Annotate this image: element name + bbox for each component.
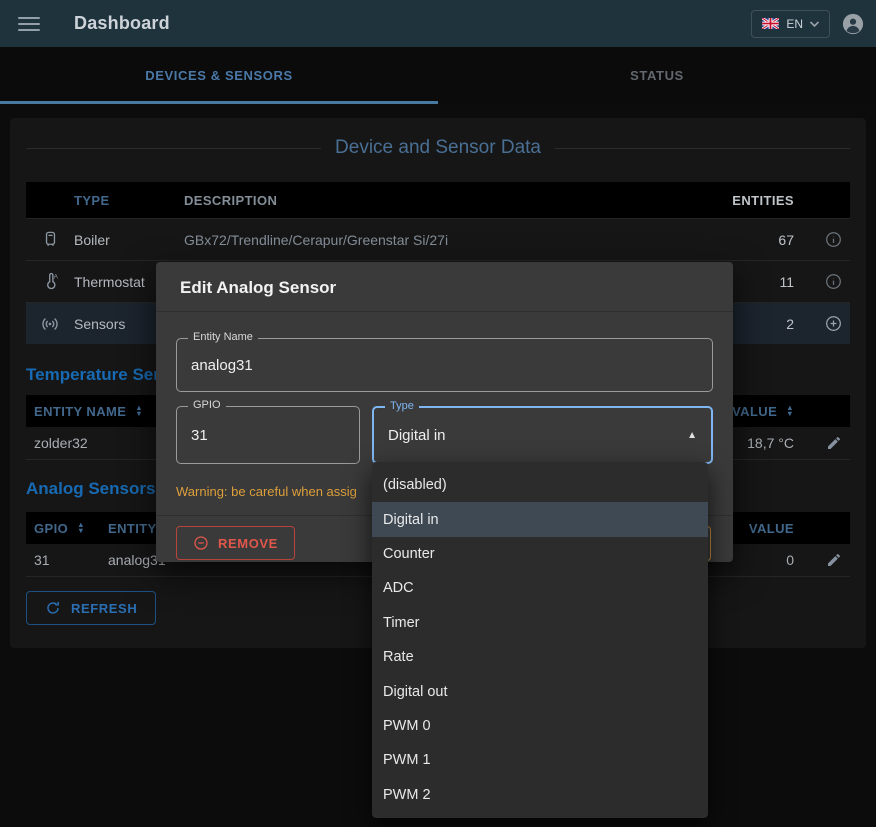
sensor-value: 18,7 °C [747,435,794,451]
warning-text: Warning: be careful when assig [176,484,357,499]
col-entities-header: ENTITIES [732,192,794,208]
gpio-field[interactable]: GPIO 31 [176,399,360,464]
uk-flag-icon [762,18,780,29]
sensor-value: 0 [786,552,794,568]
gpio-label: GPIO [188,399,226,411]
remove-button[interactable]: REMOVE [176,526,295,560]
type-label: Type [385,400,419,412]
sensors-icon [26,314,74,334]
option-pwm-0[interactable]: PWM 0 [383,717,431,734]
device-entities: 67 [778,231,794,248]
user-avatar-icon[interactable] [842,13,864,35]
entity-name-field[interactable]: Entity Name analog31 [176,331,713,392]
option-disabled[interactable]: (disabled) [383,477,447,494]
page-title: Dashboard [74,13,170,33]
device-type: Sensors [74,315,126,332]
refresh-label: REFRESH [71,600,138,616]
svg-text:A: A [53,273,58,280]
chevron-down-icon [810,20,819,27]
col-description-header: DESCRIPTION [184,192,278,208]
tab-bar: DEVICES & SENSORS STATUS [0,47,876,104]
device-description: GBx72/Trendline/Cerapur/Greenstar Si/27i [184,231,449,248]
sort-icon[interactable]: ▲ ▼ [77,519,85,535]
tab-status[interactable]: STATUS [630,68,684,83]
thermostat-icon: A [26,272,74,291]
sort-icon[interactable]: ▲ ▼ [786,402,794,418]
app-bar: Dashboard EN [0,0,876,47]
language-selector[interactable]: EN [751,9,830,38]
info-icon[interactable] [794,273,850,290]
col-type-header: TYPE [74,192,110,208]
option-digital-out[interactable]: Digital out [383,683,448,700]
language-label: EN [786,16,803,31]
info-icon[interactable] [794,231,850,248]
device-entities: 2 [786,315,794,332]
col-value-header: VALUE [732,403,778,419]
device-type: Thermostat [74,273,145,290]
type-value: Digital in [388,426,446,444]
table-row-boiler[interactable]: Boiler GBx72/Trendline/Cerapur/Greenstar… [26,218,850,260]
option-timer[interactable]: Timer [383,614,420,631]
gpio-value: 31 [191,426,208,444]
col-entity-name-header: ENTITY NAME [34,403,127,419]
refresh-icon [45,600,61,616]
type-select[interactable]: Type Digital in ▲ [372,400,713,464]
option-pwm-1[interactable]: PWM 1 [383,752,431,769]
edit-pencil-icon[interactable] [794,552,850,568]
remove-minus-icon [193,535,209,551]
sensor-entity-name: zolder32 [34,435,88,451]
chevron-up-icon: ▲ [687,429,697,441]
card-title: Device and Sensor Data [26,136,850,160]
refresh-button[interactable]: REFRESH [26,591,157,625]
menu-icon[interactable] [18,16,40,31]
edit-pencil-icon[interactable] [794,435,850,451]
remove-label: REMOVE [218,535,278,551]
tab-devices-sensors[interactable]: DEVICES & SENSORS [0,47,438,104]
table-row-thermostat[interactable]: A Thermostat 11 [26,260,850,302]
analog-section-title: Analog Sensors [26,479,156,498]
sort-icon[interactable]: ▲ ▼ [135,402,144,418]
col-gpio-header: GPIO [34,520,69,536]
dialog-title: Edit Analog Sensor [156,262,733,312]
entity-name-label: Entity Name [188,331,258,343]
entity-name-value: analog31 [191,356,253,374]
type-dropdown-menu: (disabled) Digital in Counter ADC Timer … [372,462,708,818]
col-value-header: VALUE [748,520,794,536]
option-adc[interactable]: ADC [383,580,414,597]
option-counter[interactable]: Counter [383,545,435,562]
option-pwm-2[interactable]: PWM 2 [383,786,431,803]
boiler-icon [26,230,74,249]
add-entity-icon[interactable] [794,315,850,332]
option-rate[interactable]: Rate [383,649,414,666]
option-digital-in[interactable]: Digital in [372,502,708,537]
device-type: Boiler [74,231,110,248]
sensor-entity-name: analog31 [108,552,166,568]
device-table-header: TYPE DESCRIPTION ENTITIES [26,182,850,218]
sensor-gpio: 31 [34,552,50,568]
device-entities: 11 [779,273,794,290]
